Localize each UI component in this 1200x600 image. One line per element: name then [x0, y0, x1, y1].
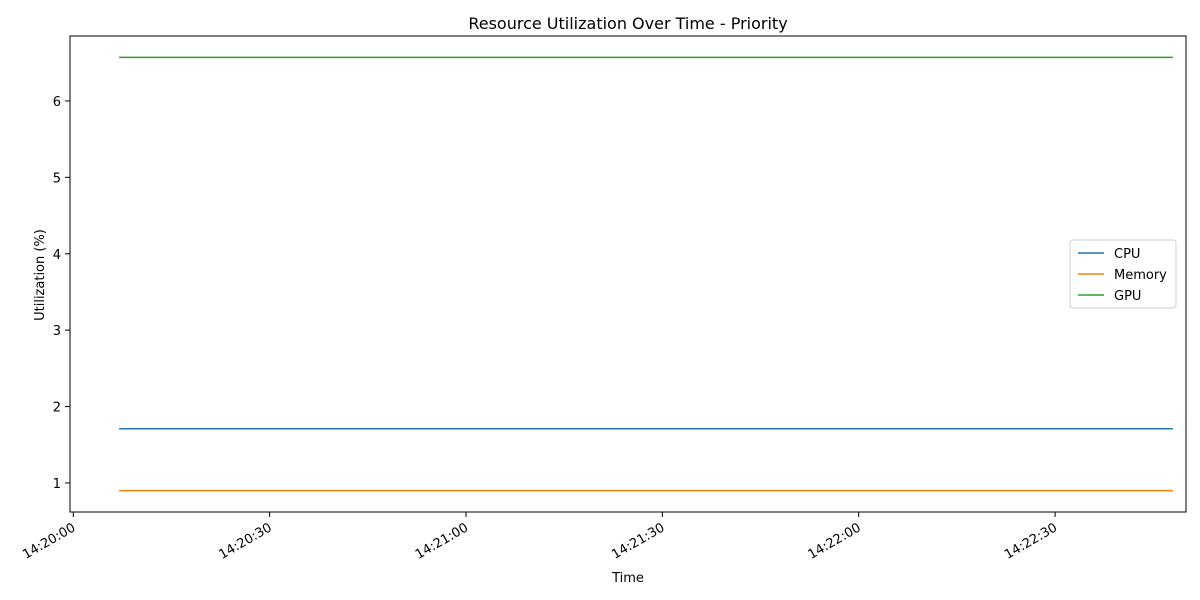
x-tick-label: 14:20:00 [20, 520, 78, 562]
y-tick-label: 1 [53, 477, 61, 492]
x-tick-label: 14:22:30 [1002, 520, 1060, 562]
x-tick-label: 14:21:30 [609, 520, 667, 562]
x-tick-label: 14:21:00 [413, 520, 471, 562]
y-tick-label: 4 [53, 248, 61, 263]
x-axis-title: Time [611, 571, 644, 586]
y-tick-label: 3 [53, 324, 61, 339]
y-tick-label: 6 [53, 95, 61, 110]
plot-area: 1 2 3 4 5 6 14:20:00 14:20:30 14:21:00 14:21:30 14… [20, 56, 1173, 563]
legend-label-cpu: CPU [1114, 247, 1140, 262]
y-tick-label: 2 [53, 401, 61, 416]
y-axis-title: Utilization (%) [33, 229, 48, 321]
plot-frame [69, 35, 1187, 513]
x-tick-label: 14:20:30 [217, 520, 275, 562]
x-tick-label: 14:22:00 [806, 520, 864, 562]
legend-label-gpu: GPU [1114, 289, 1141, 304]
chart-title: Resource Utilization Over Time - Priorit… [468, 14, 787, 33]
y-tick-label: 5 [53, 171, 61, 186]
legend: CPU Memory GPU [1069, 239, 1177, 309]
legend-box [1069, 239, 1177, 309]
legend-label-memory: Memory [1114, 268, 1167, 283]
